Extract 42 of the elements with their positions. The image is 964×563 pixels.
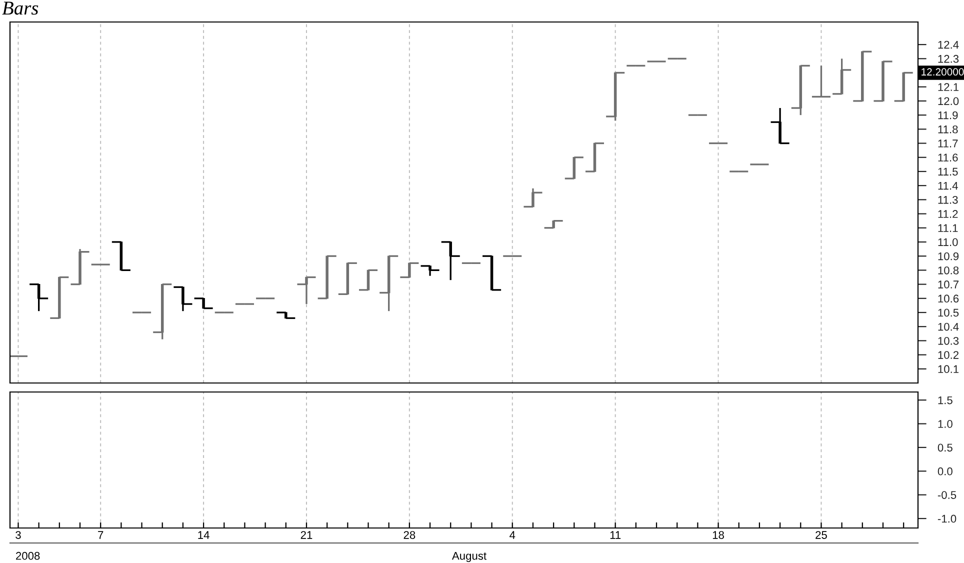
y-tick-label: 0.5 <box>938 444 952 452</box>
y-tick-label: 11.4 <box>938 182 958 190</box>
y-tick-label: 11.5 <box>938 168 958 176</box>
y-tick-label: 12.0 <box>938 97 959 106</box>
x-tick-label: 28 <box>404 531 416 539</box>
y-tick-label: 12.1 <box>938 83 959 91</box>
y-tick-label: 1.5 <box>938 396 952 404</box>
chart-title: Bars <box>2 2 38 15</box>
x-tick-label: 11 <box>610 531 621 539</box>
y-tick-label: 10.6 <box>938 294 959 303</box>
y-tick-label: 10.1 <box>938 365 959 374</box>
y-tick-label: 0.0 <box>938 467 952 476</box>
x-tick-label: 7 <box>98 531 104 539</box>
y-tick-label: -0.5 <box>938 491 956 499</box>
y-tick-label: 11.1 <box>938 224 958 232</box>
y-tick-label: 10.9 <box>938 252 959 260</box>
y-tick-label: 10.7 <box>938 280 959 288</box>
y-tick-label: 10.3 <box>938 336 959 345</box>
y-tick-label: 1.0 <box>938 420 952 428</box>
y-tick-label: 11.0 <box>938 238 958 246</box>
y-tick-label: 10.4 <box>938 322 959 331</box>
y-tick-label: 11.7 <box>938 140 958 148</box>
y-tick-label: -1.0 <box>938 514 956 523</box>
x-tick-label: 3 <box>16 531 21 539</box>
y-tick-label: 10.2 <box>938 351 959 359</box>
ref-line-label: 12.20000 <box>922 68 964 76</box>
x-tick-label: 4 <box>510 531 516 539</box>
y-tick-label: 11.6 <box>938 154 958 162</box>
x-tick-label: 18 <box>712 531 724 539</box>
y-tick-label: 12.3 <box>938 54 959 63</box>
y-tick-label: 11.3 <box>938 196 958 204</box>
y-tick-label: 12.4 <box>938 40 959 49</box>
text: August <box>452 552 486 562</box>
y-tick-label: 10.8 <box>938 266 959 274</box>
y-tick-label: 11.9 <box>938 111 958 120</box>
y-tick-label: 11.8 <box>938 125 958 134</box>
x-tick-label: 25 <box>816 531 827 539</box>
text: 2008 <box>16 552 40 560</box>
y-tick-label: 10.5 <box>938 308 959 317</box>
y-tick-label: 11.2 <box>938 210 958 218</box>
x-tick-label: 14 <box>198 531 210 539</box>
x-tick-label: 21 <box>300 531 312 539</box>
